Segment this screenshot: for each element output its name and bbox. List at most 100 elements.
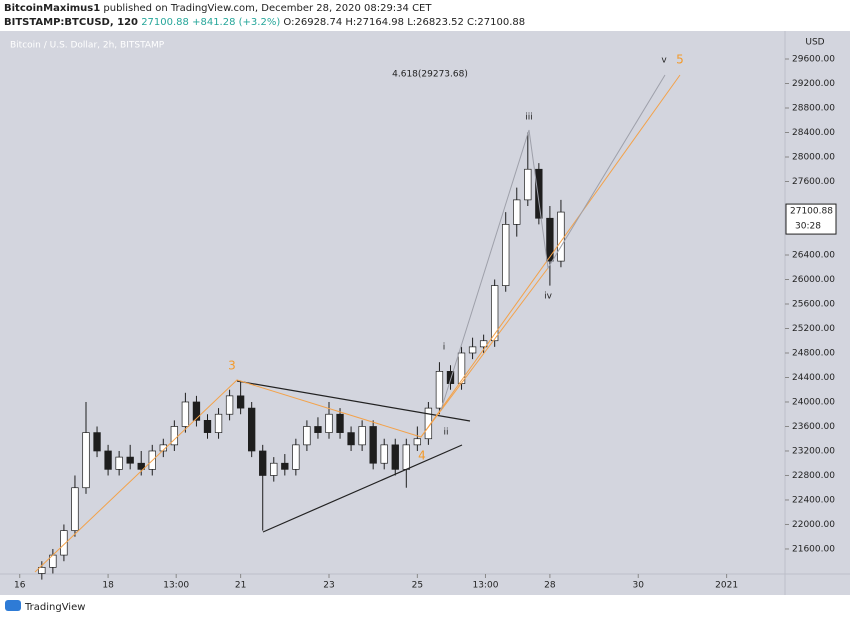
brand: TradingView — [24, 602, 85, 613]
last-price-box — [785, 203, 837, 235]
y-tick-label: 24400.00 — [792, 373, 835, 383]
candle-body — [303, 426, 311, 446]
x-tick-label: 13:00 — [472, 581, 498, 591]
low: L:26823.52 — [407, 17, 464, 28]
x-tick-label: 13:00 — [163, 581, 189, 591]
candle-body — [546, 217, 554, 262]
high: H:27164.98 — [345, 17, 404, 28]
x-tick-label: 18 — [102, 581, 114, 591]
x-tick-label: 28 — [544, 581, 556, 591]
open: O:26928.74 — [283, 17, 342, 28]
candle-body — [358, 426, 366, 446]
annotation: i — [443, 343, 446, 353]
author: BitcoinMaximus1 published on TradingView… — [4, 3, 432, 14]
y-tick-label: 28800.00 — [792, 104, 835, 114]
x-tick-label: 16 — [14, 581, 26, 591]
candle-body — [181, 401, 190, 427]
symbol: BITSTAMP:BTCUSD, 120 — [4, 17, 138, 28]
candle-body — [159, 444, 167, 452]
y-tick-label: 28000.00 — [792, 153, 835, 163]
candle-body — [325, 413, 333, 433]
wave-line — [34, 74, 681, 573]
candle-body — [535, 168, 543, 219]
y-tick-label: 22000.00 — [792, 520, 835, 530]
candle-body — [479, 340, 488, 348]
candle-body — [192, 401, 201, 421]
candle-body — [369, 426, 377, 464]
y-tick-label: 29600.00 — [792, 55, 835, 65]
candle-body — [336, 413, 344, 433]
candle-body — [502, 224, 510, 286]
y-tick-label: 23200.00 — [792, 446, 835, 456]
y-tick-label: 22400.00 — [792, 495, 835, 505]
close: C:27100.88 — [467, 17, 525, 28]
candle-body — [203, 420, 212, 433]
y-tick-label: 23600.00 — [792, 422, 835, 432]
candles — [38, 132, 565, 580]
candle-body — [524, 168, 532, 201]
y-unit: USD — [805, 38, 824, 48]
price: 27100.88 — [141, 17, 189, 28]
candle-body — [402, 444, 410, 470]
change: +841.28 (+3.2%) — [192, 17, 280, 28]
annotation: iii — [525, 113, 533, 123]
candle-body — [457, 352, 466, 384]
y-tick-label: 28400.00 — [792, 128, 835, 138]
chart-title: Bitcoin / U.S. Dollar, 2h, BITSTAMP — [10, 41, 165, 51]
candle-body — [248, 407, 256, 452]
y-tick-label: 29200.00 — [792, 79, 835, 89]
y-tick-label: 26000.00 — [792, 275, 835, 285]
candle-body — [435, 371, 444, 409]
candle-body — [170, 426, 179, 446]
countdown: 30:28 — [795, 222, 821, 232]
annotation: ii — [443, 428, 448, 438]
candle-body — [115, 456, 123, 470]
candle-body — [292, 444, 300, 470]
y-tick-label: 25600.00 — [792, 299, 835, 309]
candle-body — [60, 530, 68, 556]
candle-body — [225, 395, 234, 415]
candle-body — [126, 456, 134, 464]
subwave-line — [440, 74, 666, 411]
y-tick-label: 21600.00 — [792, 544, 835, 554]
annotation: iv — [544, 292, 553, 302]
candle-body — [270, 462, 278, 476]
annotation: 5 — [676, 53, 684, 67]
candle-body — [236, 395, 245, 409]
candle-body — [259, 450, 267, 476]
annotation: 3 — [228, 359, 236, 373]
candle-body — [93, 432, 101, 452]
x-tick-label: 21 — [235, 581, 246, 591]
candle-body — [137, 462, 145, 470]
published: published on TradingView.com, December 2… — [103, 3, 432, 14]
candle-body — [214, 413, 223, 433]
chart-background — [0, 31, 850, 595]
y-tick-label: 26400.00 — [792, 250, 835, 260]
candle-body — [446, 371, 455, 384]
annotation: 4 — [418, 449, 426, 463]
x-tick-label: 23 — [323, 581, 334, 591]
author-name: BitcoinMaximus1 — [4, 3, 100, 14]
x-tick-label: 30 — [633, 581, 645, 591]
y-tick-label: 22800.00 — [792, 471, 835, 481]
candle-body — [281, 462, 289, 470]
channel-line — [420, 267, 549, 438]
triangle-upper — [236, 380, 471, 422]
annotation: v — [661, 56, 667, 66]
candle-body — [513, 199, 521, 225]
ticker-line: BITSTAMP:BTCUSD, 120 27100.88 +841.28 (+… — [4, 17, 525, 28]
candle-body — [314, 426, 322, 433]
x-tick-label: 2021 — [715, 581, 738, 591]
candle-body — [82, 432, 90, 489]
candle-body — [468, 346, 477, 354]
candle-body — [104, 450, 112, 470]
candle-body — [413, 438, 422, 446]
tv-logo — [5, 600, 21, 611]
candle-body — [391, 444, 399, 470]
candle-body — [491, 285, 499, 342]
candle-body — [38, 566, 46, 574]
y-tick-label: 27600.00 — [792, 177, 835, 187]
candle-body — [347, 432, 355, 446]
candle-body — [71, 487, 79, 531]
